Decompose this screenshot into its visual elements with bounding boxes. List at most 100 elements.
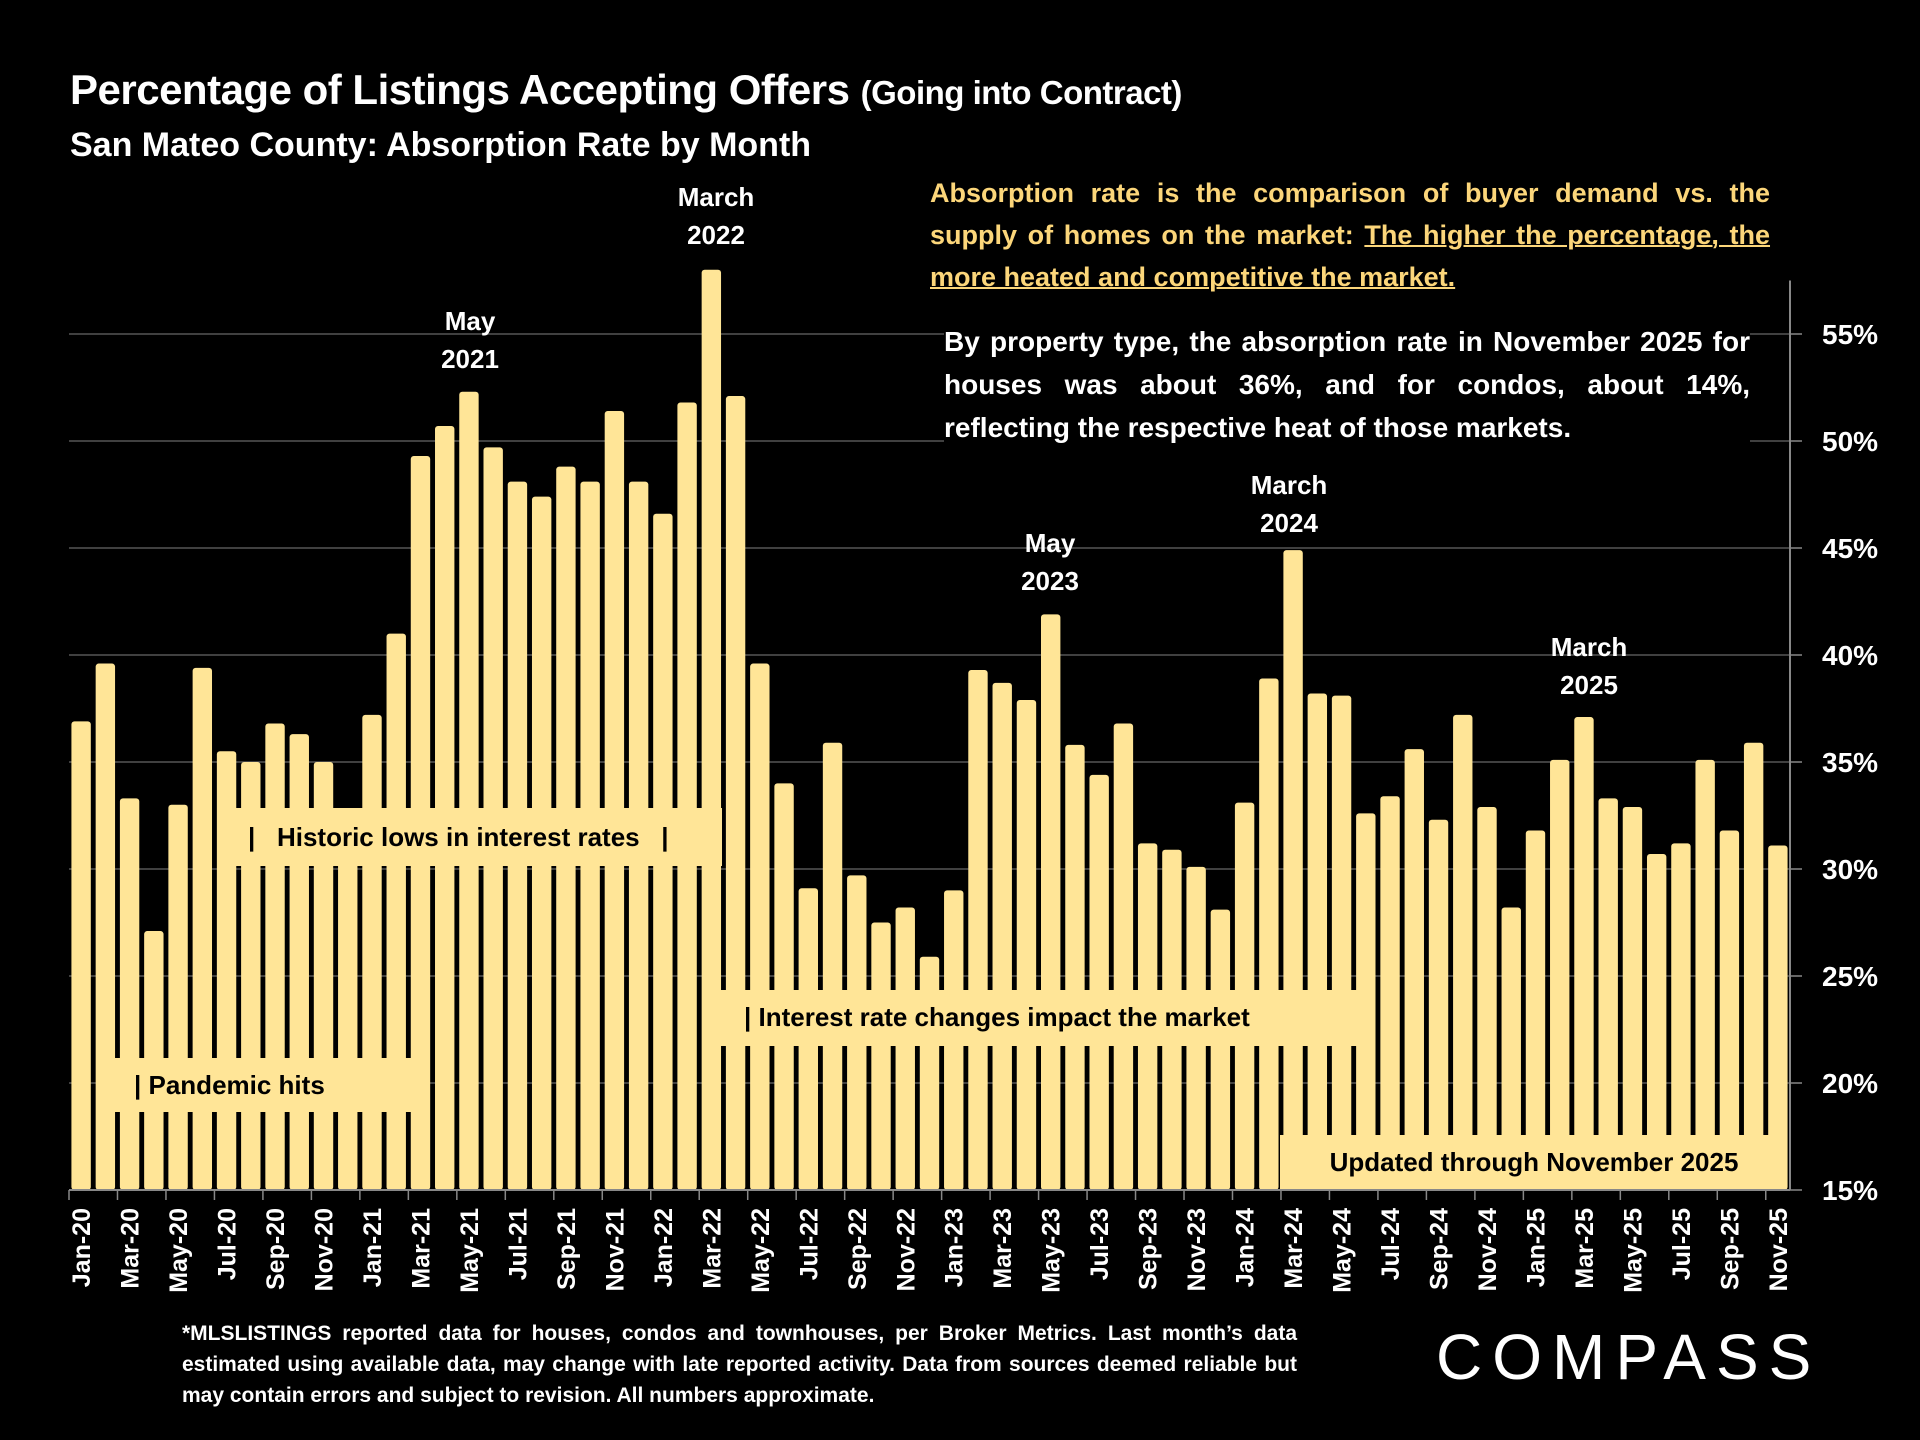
pandemic-box: | Pandemic hits (98, 1058, 414, 1112)
bar-Jan-20 (71, 721, 91, 1190)
x-tick-label: Jan-20 (68, 1208, 96, 1287)
y-tick-label: 25% (1822, 961, 1878, 992)
y-tick-label: 15% (1822, 1175, 1878, 1206)
y-tick-label: 55% (1822, 319, 1878, 350)
bars (71, 269, 1788, 1191)
bar-May-25 (1622, 806, 1643, 1190)
annotation-line: 2024 (1260, 508, 1318, 538)
bar-Jun-22 (774, 783, 794, 1190)
x-tick-label: Nov-24 (1474, 1208, 1502, 1291)
x-tick-label: Jan-24 (1232, 1208, 1260, 1287)
x-tick-label: Jul-20 (214, 1208, 242, 1280)
bar-Feb-21 (386, 633, 406, 1190)
logo-text: COMPASS (1436, 1321, 1822, 1393)
annotation-line: 2023 (1021, 566, 1079, 596)
x-tick-label: Nov-22 (892, 1208, 920, 1291)
x-tick-label: Mar-25 (1571, 1208, 1599, 1289)
x-tick-label: Sep-24 (1426, 1208, 1454, 1290)
bar-Mar-24 (1283, 550, 1303, 1190)
x-tick-label: May-23 (1038, 1208, 1066, 1293)
y-tick-label: 35% (1822, 747, 1878, 778)
x-tick-label: Sep-23 (1135, 1208, 1163, 1290)
bar-Nov-24 (1477, 806, 1497, 1190)
annotation-line: March (1250, 470, 1328, 500)
bar-Mar-23 (992, 682, 1012, 1190)
bar-May-21 (459, 391, 479, 1190)
bar-Feb-23 (968, 669, 988, 1190)
bar-May-24 (1331, 695, 1352, 1190)
x-tick-label: Mar-21 (407, 1208, 435, 1289)
bar-Oct-25 (1743, 742, 1764, 1190)
x-tick-label: May-21 (456, 1208, 484, 1293)
historic-lows-box: | Historic lows in interest rates | (232, 808, 722, 866)
x-tick-label: Jul-25 (1668, 1208, 1696, 1280)
bar-Oct-20 (289, 734, 309, 1190)
y-tick-label: 40% (1822, 640, 1878, 671)
x-tick-label: Jan-22 (650, 1208, 678, 1287)
bar-Aug-24 (1404, 749, 1424, 1190)
bar-Oct-24 (1453, 714, 1473, 1190)
annotation-may-2023: May 2023 (1000, 524, 1100, 600)
bar-Apr-23 (1016, 699, 1037, 1190)
property-type-note: By property type, the absorption rate in… (944, 316, 1750, 453)
annotation-line: 2021 (441, 344, 499, 374)
bar-Dec-23 (1210, 909, 1231, 1190)
annotation-line: May (1024, 528, 1076, 558)
bar-Sep-20 (265, 723, 285, 1190)
x-tick-label: Nov-20 (311, 1208, 339, 1291)
x-tick-label: Mar-24 (1280, 1208, 1308, 1289)
annotation-line: 2022 (687, 220, 745, 250)
title-paren: (Going into Contract) (860, 74, 1183, 111)
x-tick-label: Nov-25 (1765, 1208, 1793, 1291)
bar-Apr-22 (725, 396, 746, 1190)
annotation-march-2024: March 2024 (1239, 466, 1339, 542)
bar-Jul-23 (1089, 774, 1109, 1190)
bar-Sep-24 (1428, 819, 1449, 1190)
bar-Mar-25 (1574, 717, 1594, 1190)
bar-Mar-20 (119, 798, 140, 1190)
y-tick-label: 20% (1822, 1068, 1878, 1099)
x-tick-label: Mar-22 (698, 1208, 726, 1289)
bar-Feb-25 (1550, 759, 1570, 1190)
x-tick-label: Mar-20 (117, 1208, 145, 1289)
bar-May-23 (1041, 614, 1061, 1190)
bar-Apr-24 (1307, 693, 1328, 1190)
bar-Feb-22 (677, 402, 697, 1191)
annotation-march-2025: March 2025 (1539, 628, 1639, 704)
x-tick-label: Jul-21 (504, 1208, 532, 1280)
y-axis: 15% 20% 25% 30% 35% 40% 45% 50% 55% (1789, 280, 1878, 1206)
footer-disclaimer: *MLSLISTINGS reported data for houses, c… (182, 1322, 1297, 1407)
bar-Nov-22 (895, 907, 915, 1190)
bar-Apr-25 (1598, 798, 1618, 1190)
x-tick-label: Nov-23 (1183, 1208, 1211, 1291)
annotation-march-2022: March 2022 (666, 178, 766, 254)
x-axis: Jan-20 Mar-20 May-20 Jul-20 Sep-20 Nov-20 Jan-… (68, 1189, 1793, 1293)
title-main: Percentage of Listings Accepting Offers (70, 66, 850, 113)
rate-changes-box: | Interest rate changes impact the marke… (714, 990, 1364, 1046)
bar-Nov-25 (1768, 845, 1788, 1190)
x-tick-label: Jul-22 (795, 1208, 823, 1280)
x-tick-label: May-22 (747, 1208, 775, 1293)
chart-subtitle: San Mateo County: Absorption Rate by Mon… (70, 126, 812, 164)
x-tick-label: Jul-24 (1377, 1208, 1405, 1280)
x-tick-label: Jan-21 (359, 1208, 387, 1287)
x-tick-label: Nov-21 (601, 1208, 629, 1291)
y-tick-label: 50% (1822, 426, 1878, 457)
bar-Aug-23 (1113, 723, 1134, 1190)
bar-Jun-25 (1646, 854, 1667, 1190)
bar-Jul-25 (1671, 843, 1691, 1190)
bar-Feb-24 (1259, 678, 1279, 1190)
definition-note: Absorption rate is the comparison of buy… (930, 172, 1770, 298)
x-tick-label: Sep-20 (262, 1208, 290, 1290)
bar-Jan-25 (1525, 830, 1546, 1190)
bar-Aug-25 (1695, 759, 1715, 1190)
x-tick-label: Jul-23 (1086, 1208, 1114, 1280)
chart-title: Percentage of Listings Accepting Offers … (70, 66, 1182, 114)
compass-logo: COMPASS (1436, 1320, 1821, 1394)
annotation-line: May (444, 306, 496, 336)
annotation-may-2021: May 2021 (420, 302, 520, 378)
x-tick-label: Mar-23 (989, 1208, 1017, 1289)
bar-Mar-22 (701, 269, 722, 1190)
annotation-line: March (1550, 632, 1628, 662)
